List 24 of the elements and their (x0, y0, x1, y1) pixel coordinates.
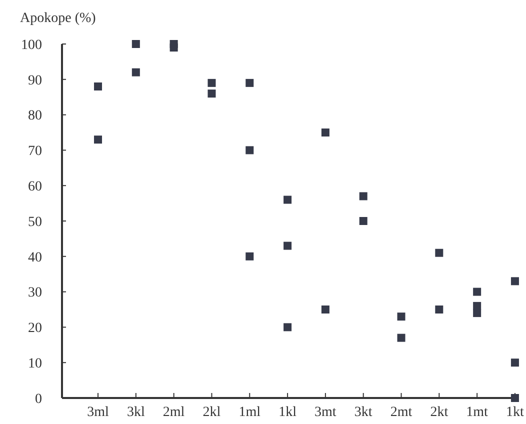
y-tick-label: 80 (28, 108, 42, 124)
x-tick-label: 2mt (390, 405, 412, 420)
x-tick-label: 1mt (466, 405, 488, 420)
x-tick-label: 2kl (202, 405, 221, 420)
y-tick-label: 70 (28, 144, 42, 160)
y-tick-label: 90 (28, 73, 42, 88)
y-tick-label: 60 (28, 180, 42, 194)
x-tick-label: 3mt (314, 405, 336, 420)
y-tick-label: 10 (28, 356, 42, 372)
x-tick-label: 3ml (87, 405, 110, 420)
x-tick-label: 1kt (506, 405, 524, 420)
y-tick-label: 0 (35, 392, 42, 407)
y-tick-label: 20 (28, 321, 42, 336)
x-tick-label: 1ml (238, 405, 261, 420)
y-tick-label: 30 (28, 286, 42, 301)
y-tick-label: 40 (28, 250, 42, 266)
x-tick-label: 3kl (126, 405, 145, 420)
y-axis-title: Apokope (%) (20, 11, 96, 26)
x-tick-label: 1kl (278, 405, 297, 420)
x-tick-label: 2ml (162, 405, 185, 420)
y-tick-label: 100 (21, 38, 42, 53)
x-tick-label: 3kt (354, 405, 372, 420)
x-tick-label: 2kt (430, 405, 448, 420)
y-tick-label: 50 (28, 214, 42, 230)
